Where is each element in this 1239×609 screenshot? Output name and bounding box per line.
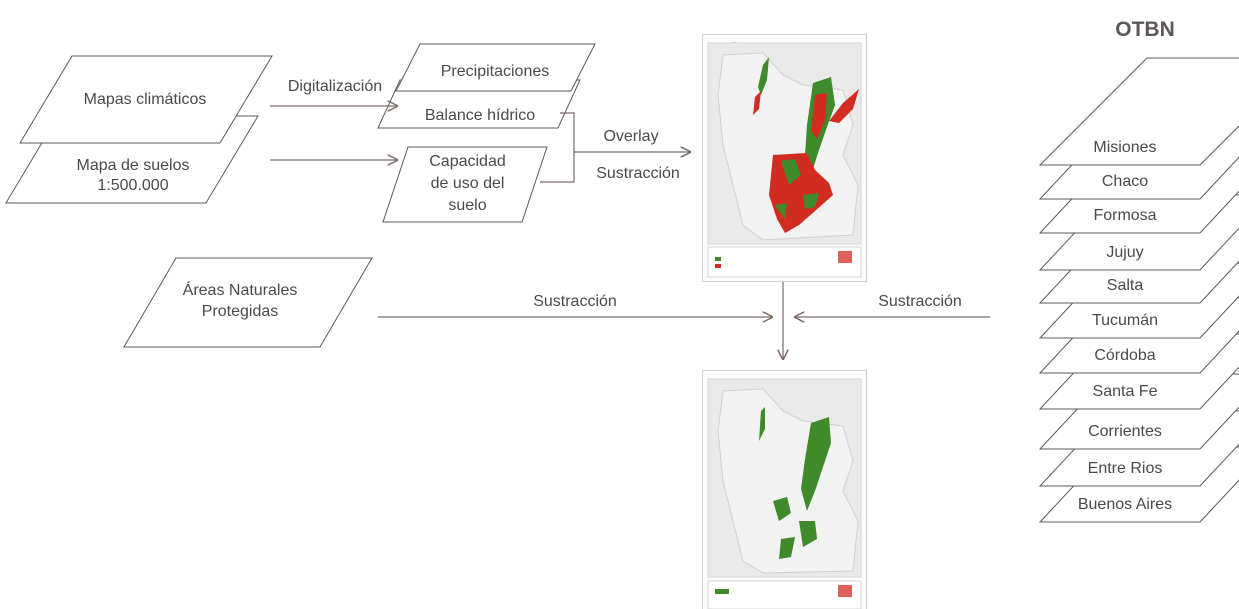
province-label: Córdoba	[1094, 347, 1156, 364]
province-label: Buenos Aires	[1077, 496, 1173, 513]
result-map-drawing	[703, 371, 866, 609]
protected-areas-label-line2: Protegidas	[201, 303, 279, 320]
overlay-map-drawing: —	[703, 35, 866, 281]
overlay-label: Overlay	[603, 128, 659, 145]
overlay-map: —	[702, 34, 867, 282]
precipitation-label: Precipitaciones	[440, 63, 550, 80]
subtraction-right-label: Sustracción	[878, 293, 962, 310]
svg-text:—: —	[733, 39, 737, 44]
protected-areas-label-line1: Áreas Naturales	[182, 282, 298, 299]
land-use-label-line2: de uso del	[430, 175, 505, 192]
otbn-stack	[1038, 57, 1239, 523]
protected-areas-shape	[123, 257, 373, 348]
climate-maps-label: Mapas climáticos	[83, 91, 207, 108]
province-label: Tucumán	[1091, 312, 1159, 329]
province-label: Jujuy	[1106, 244, 1144, 261]
land-use-label-line1: Capacidad	[429, 153, 506, 170]
province-label: Formosa	[1093, 207, 1157, 224]
soil-map-label-line2: 1:500.000	[97, 177, 169, 194]
province-label: Santa Fe	[1092, 383, 1158, 400]
result-map	[702, 370, 867, 609]
otbn-title: OTBN	[1115, 18, 1175, 41]
province-label: Misiones	[1093, 139, 1157, 156]
province-label: Chaco	[1101, 173, 1149, 190]
land-use-label-line3: suelo	[448, 197, 487, 214]
water-balance-label: Balance hídrico	[424, 107, 536, 124]
subtraction-left-label: Sustracción	[533, 293, 617, 310]
province-label: Entre Rios	[1087, 460, 1163, 477]
land-use-shape	[382, 146, 548, 223]
precipitation-shape	[395, 43, 596, 92]
climate-maps-shape	[19, 55, 273, 144]
province-label: Corrientes	[1088, 423, 1162, 440]
province-layer-shape	[1038, 57, 1239, 166]
subtraction-top-label: Sustracción	[596, 165, 680, 182]
province-label: Salta	[1106, 277, 1144, 294]
bracket-water-balance	[540, 112, 575, 183]
digitalization-label: Digitalización	[287, 78, 383, 95]
soil-map-label-line1: Mapa de suelos	[76, 157, 190, 174]
